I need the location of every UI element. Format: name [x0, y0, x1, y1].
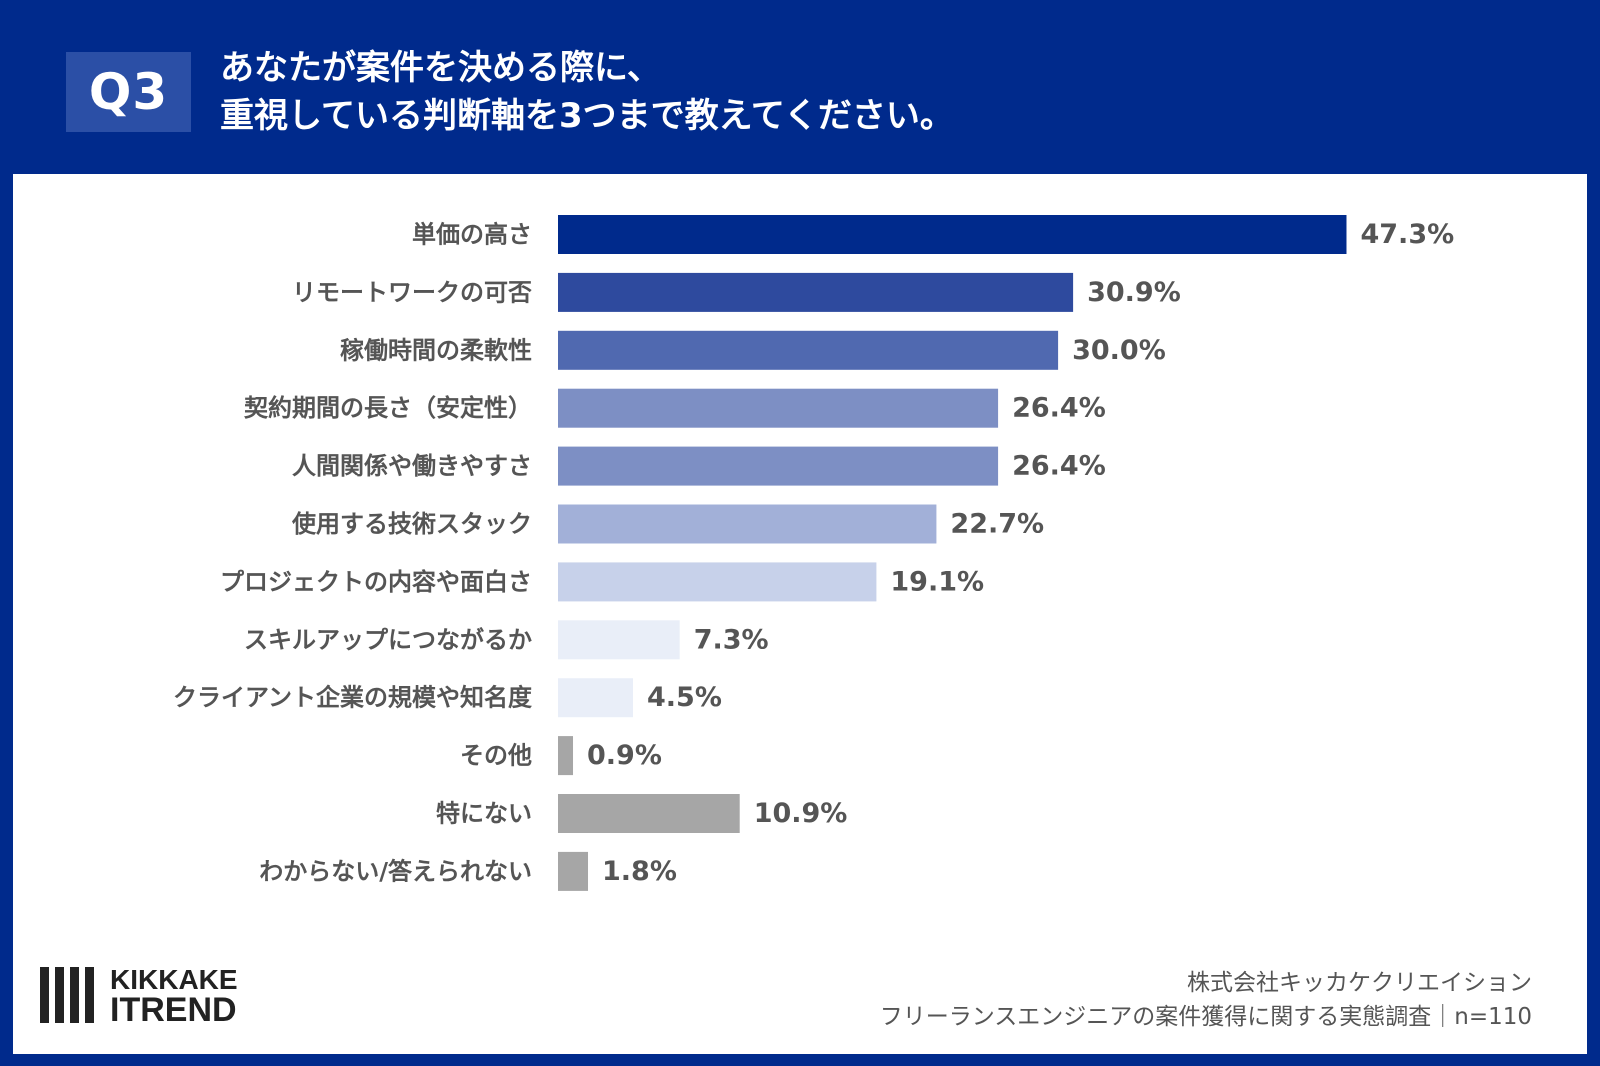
question-title: あなたが案件を決める際に、 重視している判断軸を3つまで教えてください。: [220, 44, 954, 140]
footer-company: 株式会社キッカケクリエイション: [1187, 970, 1532, 996]
bar-chart: 単価の高さ 47.3% リモートワークの可否 30.9% 稼働時間の柔軟性 30.0% 契約…: [173, 215, 1454, 891]
category-label: その他: [460, 742, 532, 770]
bar: [558, 272, 1074, 312]
bar: [558, 678, 634, 718]
category-label: 単価の高さ: [412, 221, 532, 249]
bar: [558, 620, 680, 660]
chart-panel: 単価の高さ 47.3% リモートワークの可否 30.9% 稼働時間の柔軟性 30.0% 契約…: [13, 174, 1587, 1054]
bar: [558, 504, 937, 544]
value-label: 30.9%: [1087, 277, 1181, 308]
bar: [558, 736, 574, 776]
category-label: 契約期間の長さ（安定性）: [244, 394, 532, 422]
value-label: 30.0%: [1072, 335, 1166, 366]
value-label: 26.4%: [1012, 451, 1106, 482]
value-label: 0.9%: [587, 740, 662, 771]
category-label: スキルアップにつながるか: [244, 626, 532, 654]
bar: [558, 215, 1347, 254]
logo-text-kikkake: KIKKAKE: [110, 964, 238, 995]
logo-text-itrend: ITREND: [110, 991, 237, 1029]
question-badge: Q3: [66, 52, 191, 132]
bar: [558, 562, 877, 602]
footer-survey: フリーランスエンジニアの案件獲得に関する実態調査｜n=110: [879, 1004, 1532, 1030]
bar: [558, 388, 999, 428]
category-label: リモートワークの可否: [292, 278, 532, 306]
question-title-line1: あなたが案件を決める際に、: [220, 48, 661, 88]
bar: [558, 330, 1059, 370]
value-label: 19.1%: [890, 566, 984, 597]
category-label: 稼働時間の柔軟性: [340, 336, 532, 364]
bar: [558, 851, 589, 891]
kikkake-itrend-logo: KIKKAKE ITREND: [40, 964, 270, 1029]
category-label: 使用する技術スタック: [291, 510, 532, 538]
bar: [558, 794, 740, 833]
logo-mark-icon: [40, 965, 104, 1025]
category-label: わからない/答えられない: [259, 857, 532, 885]
value-label: 47.3%: [1360, 219, 1454, 250]
bar: [558, 446, 999, 486]
value-label: 4.5%: [647, 682, 722, 713]
category-label: 特にない: [436, 800, 532, 828]
category-label: 人間関係や働きやすさ: [292, 452, 532, 480]
value-label: 26.4%: [1012, 393, 1106, 424]
value-label: 10.9%: [754, 798, 848, 829]
category-label: クライアント企業の規模や知名度: [173, 684, 533, 712]
value-label: 1.8%: [602, 856, 677, 887]
header: Q3 あなたが案件を決める際に、 重視している判断軸を3つまで教えてください。: [0, 0, 1600, 174]
category-label: プロジェクトの内容や面白さ: [220, 568, 532, 596]
value-label: 22.7%: [950, 509, 1044, 540]
footer-credits: 株式会社キッカケクリエイション フリーランスエンジニアの案件獲得に関する実態調査…: [880, 966, 1532, 1034]
question-title-line2: 重視している判断軸を3つまで教えてください。: [220, 96, 954, 136]
value-label: 7.3%: [694, 624, 769, 655]
